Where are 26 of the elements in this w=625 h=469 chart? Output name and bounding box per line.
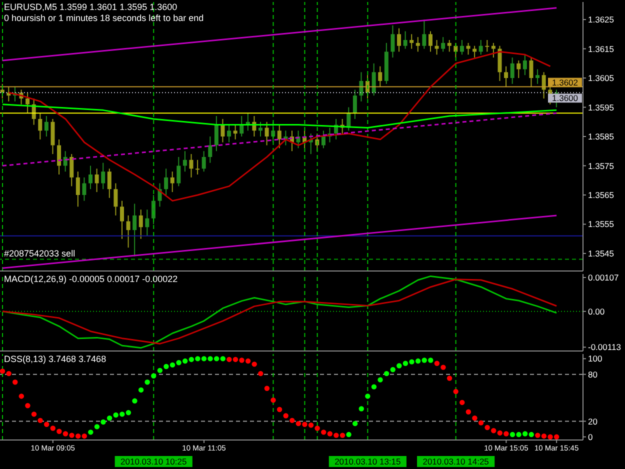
y-tick-label: 1.3605 bbox=[588, 73, 614, 84]
chart-title: MACD(12,26,9) -0.00005 0.00017 -0.00022 bbox=[4, 274, 178, 284]
ref-line-label: 2010.03.10 10:25 bbox=[120, 456, 187, 466]
y-tick-label: 100 bbox=[588, 354, 602, 364]
ref-line-label: 1.3600 bbox=[552, 93, 578, 104]
y-tick-label: 80 bbox=[588, 369, 598, 380]
ref-line-label: #2087542033 sell bbox=[4, 248, 76, 258]
y-tick-label: 1.3575 bbox=[588, 160, 614, 171]
y-tick-label: 1.3565 bbox=[588, 190, 614, 200]
y-tick-label: -0.00113 bbox=[588, 342, 622, 352]
y-tick-label: 1.3555 bbox=[588, 219, 614, 230]
chart-title: EURUSD,M5 1.3599 1.3601 1.3595 1.3600 bbox=[4, 2, 178, 12]
y-tick-label: 1.3595 bbox=[588, 102, 614, 112]
y-tick-label: 1.3545 bbox=[588, 248, 614, 258]
ref-line-label: 2010.03.10 14:25 bbox=[422, 456, 490, 466]
y-tick-label: 0 bbox=[588, 432, 593, 442]
ref-line-label: 2010.03.10 13:15 bbox=[334, 456, 402, 466]
y-tick-label: 0.00 bbox=[588, 306, 605, 316]
text: 0 hoursish or 1 minutes 18 seconds left to bar end bbox=[4, 13, 204, 23]
y-tick-label: 1.3625 bbox=[588, 14, 614, 25]
ref-line-label: 1.3602 bbox=[552, 77, 578, 88]
y-tick-label: 1.3615 bbox=[588, 44, 614, 54]
y-tick-label: 20 bbox=[588, 416, 598, 426]
y-tick-label: 0.00107 bbox=[588, 272, 619, 283]
y-tick-label: 1.3585 bbox=[588, 132, 614, 142]
chart-title: DSS(8,13) 3.7468 3.7468 bbox=[4, 354, 106, 364]
